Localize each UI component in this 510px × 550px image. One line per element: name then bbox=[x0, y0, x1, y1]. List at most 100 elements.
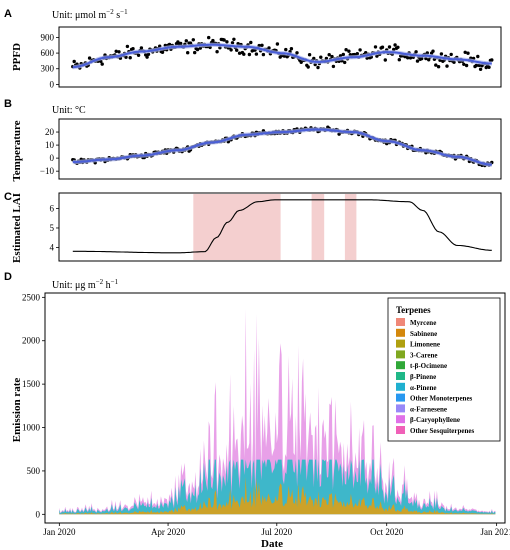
ppfd-point bbox=[254, 52, 259, 56]
ppfd-point bbox=[476, 54, 480, 59]
y-axis-label-a: PPFD bbox=[11, 43, 23, 71]
ppfd-point bbox=[195, 47, 200, 52]
x-tick-label-4: Jan 2021 bbox=[481, 527, 510, 537]
legend-swatch-2 bbox=[396, 339, 405, 348]
ppfd-point bbox=[215, 50, 219, 54]
panel-d: D Unit: μg m−2 h−1 Emission rate 0 500 100… bbox=[4, 271, 510, 550]
ppfd-point bbox=[289, 47, 294, 51]
ppfd-point bbox=[136, 53, 141, 57]
ppfd-point bbox=[267, 46, 271, 50]
legend-label-6: α-Pinene bbox=[410, 384, 436, 392]
ppfd-tick-label-1: 300 bbox=[41, 64, 55, 74]
ppfd-point bbox=[114, 49, 118, 53]
x-axis-label: Date bbox=[261, 538, 283, 550]
ppfd-point bbox=[316, 65, 320, 70]
shaded-range-2 bbox=[344, 194, 357, 260]
legend-label-1: Sabinene bbox=[410, 330, 437, 338]
ppfd-point bbox=[191, 38, 195, 42]
y-axis-label-d: Emission rate bbox=[11, 378, 23, 443]
ppfd-point bbox=[341, 52, 345, 57]
legend-label-8: α-Farnesene bbox=[410, 405, 447, 413]
ppfd-confidence-band bbox=[72, 42, 492, 70]
y-axis-label-c: Estimated LAI bbox=[11, 193, 23, 263]
ppfd-point bbox=[222, 38, 226, 42]
shaded-ranges-c bbox=[193, 194, 357, 260]
panel-label-d: D bbox=[4, 271, 12, 283]
plot-frame-b bbox=[58, 118, 502, 180]
ppfd-point bbox=[415, 59, 420, 63]
ppfd-point bbox=[72, 59, 76, 64]
ppfd-point bbox=[145, 55, 149, 59]
y-ticks-b: −10 0 10 20 bbox=[40, 127, 59, 176]
legend: Terpenes Myrcene Sabinene Limonene 3-Carene… bbox=[387, 297, 501, 442]
ppfd-point bbox=[176, 40, 180, 44]
ppfd-point bbox=[373, 45, 378, 49]
ppfd-point bbox=[100, 62, 104, 66]
ppfd-point bbox=[331, 64, 336, 69]
panel-label-c: C bbox=[4, 191, 12, 203]
ppfd-point bbox=[128, 56, 132, 60]
ppfd-point bbox=[396, 45, 400, 49]
ppfd-point bbox=[397, 58, 401, 62]
smooth-a bbox=[72, 42, 492, 70]
layer-mid bbox=[59, 459, 496, 515]
unit-note-a: Unit: μmol m−2 s−1 bbox=[52, 8, 128, 21]
temperature-tick-label-2: 10 bbox=[45, 140, 55, 150]
ppfd-point bbox=[284, 47, 288, 52]
ppfd-point bbox=[131, 47, 135, 51]
ppfd-point bbox=[299, 60, 303, 64]
ppfd-point bbox=[449, 52, 453, 57]
ppfd-point bbox=[229, 48, 233, 52]
ppfd-point bbox=[125, 44, 130, 49]
temperature-tick-label-1: 0 bbox=[50, 153, 55, 163]
temperature-smooth-line bbox=[72, 128, 492, 166]
ppfd-point bbox=[87, 56, 92, 60]
legend-swatch-1 bbox=[396, 328, 405, 337]
ppfd-point bbox=[295, 51, 299, 55]
emission-tick-label-1: 500 bbox=[27, 466, 41, 476]
ppfd-point bbox=[327, 53, 331, 57]
ppfd-point bbox=[139, 46, 144, 50]
ppfd-point bbox=[146, 52, 151, 56]
ppfd-point bbox=[462, 62, 466, 66]
ppfd-point bbox=[490, 58, 494, 62]
legend-swatch-7 bbox=[396, 393, 405, 402]
panel-a: A Unit: μmol m−2 s−1 PPFD 0 300 600 900 bbox=[4, 8, 502, 89]
ppfd-tick-label-2: 600 bbox=[41, 48, 55, 58]
plot-frame-d bbox=[44, 292, 506, 524]
emission-tick-label-2: 1000 bbox=[22, 423, 41, 433]
ppfd-point bbox=[478, 67, 483, 72]
legend-title: Terpenes bbox=[396, 305, 431, 315]
ppfd-point bbox=[358, 48, 362, 52]
ppfd-point bbox=[247, 52, 252, 57]
y-axis-label-b: Temperature bbox=[11, 120, 23, 181]
ppfd-point bbox=[249, 40, 253, 45]
y-ticks-a: 0 300 600 900 bbox=[41, 32, 59, 89]
legend-label-10: Other Sesquiterpenes bbox=[410, 427, 475, 435]
ppfd-point bbox=[207, 35, 211, 40]
ppfd-point bbox=[427, 58, 431, 62]
emission-tick-label-4: 2000 bbox=[22, 336, 41, 346]
legend-swatch-6 bbox=[396, 382, 405, 391]
smooth-b bbox=[72, 127, 492, 167]
ppfd-point bbox=[225, 40, 229, 44]
panel-label-a: A bbox=[4, 8, 12, 20]
ppfd-point bbox=[179, 41, 183, 46]
ppfd-point bbox=[414, 50, 418, 54]
ppfd-point bbox=[431, 49, 435, 53]
legend-swatch-10 bbox=[396, 426, 405, 434]
lai-tick-label-0: 4 bbox=[50, 242, 55, 252]
panel-label-b: B bbox=[4, 98, 12, 110]
panel-b: B Unit: °C Temperature −10 0 10 20 bbox=[4, 98, 502, 182]
ppfd-point bbox=[260, 43, 264, 47]
lai-line-c bbox=[72, 199, 492, 254]
legend-swatch-9 bbox=[396, 415, 405, 424]
ppfd-point bbox=[184, 39, 188, 43]
shaded-range-1 bbox=[311, 194, 325, 260]
ppfd-point bbox=[464, 63, 469, 68]
legend-label-9: β-Caryophyllene bbox=[410, 416, 460, 424]
ppfd-point bbox=[406, 56, 410, 60]
ppfd-point bbox=[434, 63, 438, 67]
ppfd-point bbox=[312, 56, 316, 61]
ppfd-point bbox=[355, 52, 359, 56]
